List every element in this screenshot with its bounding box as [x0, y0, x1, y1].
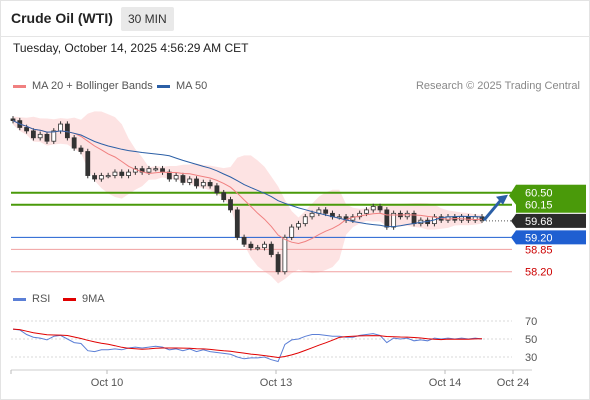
candle-body — [364, 209, 369, 214]
candle-body — [112, 171, 118, 176]
legend-ma20: MA 20 + Bollinger Bands — [13, 80, 153, 92]
moving-averages — [12, 120, 508, 245]
candle-body — [51, 130, 57, 142]
candle-body — [370, 206, 376, 211]
candle-body — [248, 243, 254, 249]
ma50-swatch — [157, 84, 170, 88]
level-label-58-20: 58.20 — [525, 267, 553, 279]
legend-rsi-label: RSI — [32, 293, 51, 305]
rsi-tick-50: 50 — [525, 334, 537, 346]
level-label-59-20: 59.20 — [525, 232, 553, 244]
candle-body — [275, 254, 281, 273]
candle-body — [241, 236, 247, 245]
x-tick-label: Oct 14 — [429, 377, 461, 389]
resistance-box-arrow — [509, 184, 516, 205]
candle-body — [30, 130, 36, 139]
price-levels — [11, 191, 512, 273]
rsi-panel: 70 50 30 — [11, 316, 537, 364]
candle-body — [187, 178, 193, 183]
candle-body — [153, 168, 159, 171]
candle-body — [126, 171, 131, 176]
candle-body — [92, 175, 97, 180]
candle-body — [200, 182, 206, 187]
ma20-line — [12, 120, 483, 245]
level-tag-59-20 — [516, 230, 586, 245]
legend-ma50-label: MA 50 — [176, 80, 208, 92]
chart-header: Crude Oil (WTI) 30 MIN — [0, 0, 590, 36]
candle-body — [323, 209, 329, 214]
legend-ma50: MA 50 — [157, 80, 207, 92]
candle-body — [58, 123, 63, 132]
rsi-swatch — [13, 297, 26, 301]
candle-body — [302, 216, 308, 225]
rsi-line — [12, 328, 483, 363]
bollinger-bands — [13, 111, 482, 284]
candle-body — [194, 178, 199, 187]
candle-body — [207, 182, 213, 187]
candle-body — [289, 226, 295, 238]
x-axis: Oct 10 Oct 13 Oct 14 Oct 24 — [10, 369, 532, 389]
candle-body — [85, 151, 91, 176]
timestamp: Tuesday, October 14, 2025 4:56:29 AM CET — [13, 41, 249, 55]
resistance-box — [516, 184, 586, 213]
x-tick-label: Oct 24 — [497, 377, 529, 389]
ma20-swatch — [13, 84, 26, 88]
candle-body — [146, 168, 152, 173]
candle-body — [228, 199, 233, 211]
candle-body — [24, 127, 29, 132]
rsi-tick-70: 70 — [525, 316, 537, 328]
legend-rsi-ma-label: 9MA — [82, 293, 105, 305]
candle-body — [37, 133, 43, 139]
x-tick-label: Oct 10 — [91, 377, 123, 389]
level-label-58-85: 58.85 — [525, 244, 553, 256]
candle-body — [309, 212, 315, 218]
candle-body — [78, 147, 84, 152]
candle-body — [255, 247, 261, 250]
candle-body — [119, 171, 125, 176]
rsi-ma-swatch — [63, 297, 76, 301]
candle-body — [44, 133, 50, 142]
legend-rsi-ma: 9MA — [63, 293, 105, 305]
header-divider — [0, 36, 590, 37]
rsi-ma-line — [12, 328, 483, 359]
candle-body — [282, 236, 288, 273]
forecast-arrow-shaft — [482, 197, 504, 222]
bollinger-band-area — [13, 111, 482, 284]
candle-body — [64, 123, 70, 139]
level-tag-59-68 — [516, 213, 586, 228]
candle-body — [160, 168, 165, 173]
candle-body — [105, 175, 111, 178]
instrument-title: Crude Oil (WTI) — [11, 10, 113, 26]
x-tick-label: Oct 13 — [260, 377, 292, 389]
resistance-label-60-50: 60.50 — [525, 188, 553, 200]
candle-body — [221, 192, 227, 200]
legend-rsi: RSI — [13, 293, 50, 305]
resistance-label-60-15: 60.15 — [525, 200, 553, 212]
candle-body — [71, 137, 77, 149]
candle-body — [262, 243, 267, 249]
interval-badge[interactable]: 30 MIN — [121, 7, 174, 31]
candle-body — [268, 243, 274, 255]
candle-body — [98, 175, 104, 180]
level-tag-arrow-59-68 — [511, 213, 516, 228]
level-label-59-68: 59.68 — [525, 216, 553, 228]
candle-body — [166, 171, 172, 180]
candle-body — [296, 223, 301, 228]
copyright: Research © 2025 Trading Central — [415, 80, 580, 92]
legend-ma20-label: MA 20 + Bollinger Bands — [32, 80, 153, 92]
candle-body — [180, 175, 186, 183]
level-tag-arrow-59-20 — [511, 230, 516, 245]
candle-body — [173, 175, 179, 180]
candle-body — [357, 212, 363, 218]
ma50-line — [12, 120, 483, 228]
candle-body — [234, 209, 240, 238]
candle-body — [377, 206, 383, 211]
candle-body — [10, 118, 16, 122]
rsi-tick-30: 30 — [525, 352, 537, 364]
candle-body — [214, 185, 220, 194]
forecast-arrow-head — [496, 194, 508, 205]
candle-body — [384, 209, 390, 228]
